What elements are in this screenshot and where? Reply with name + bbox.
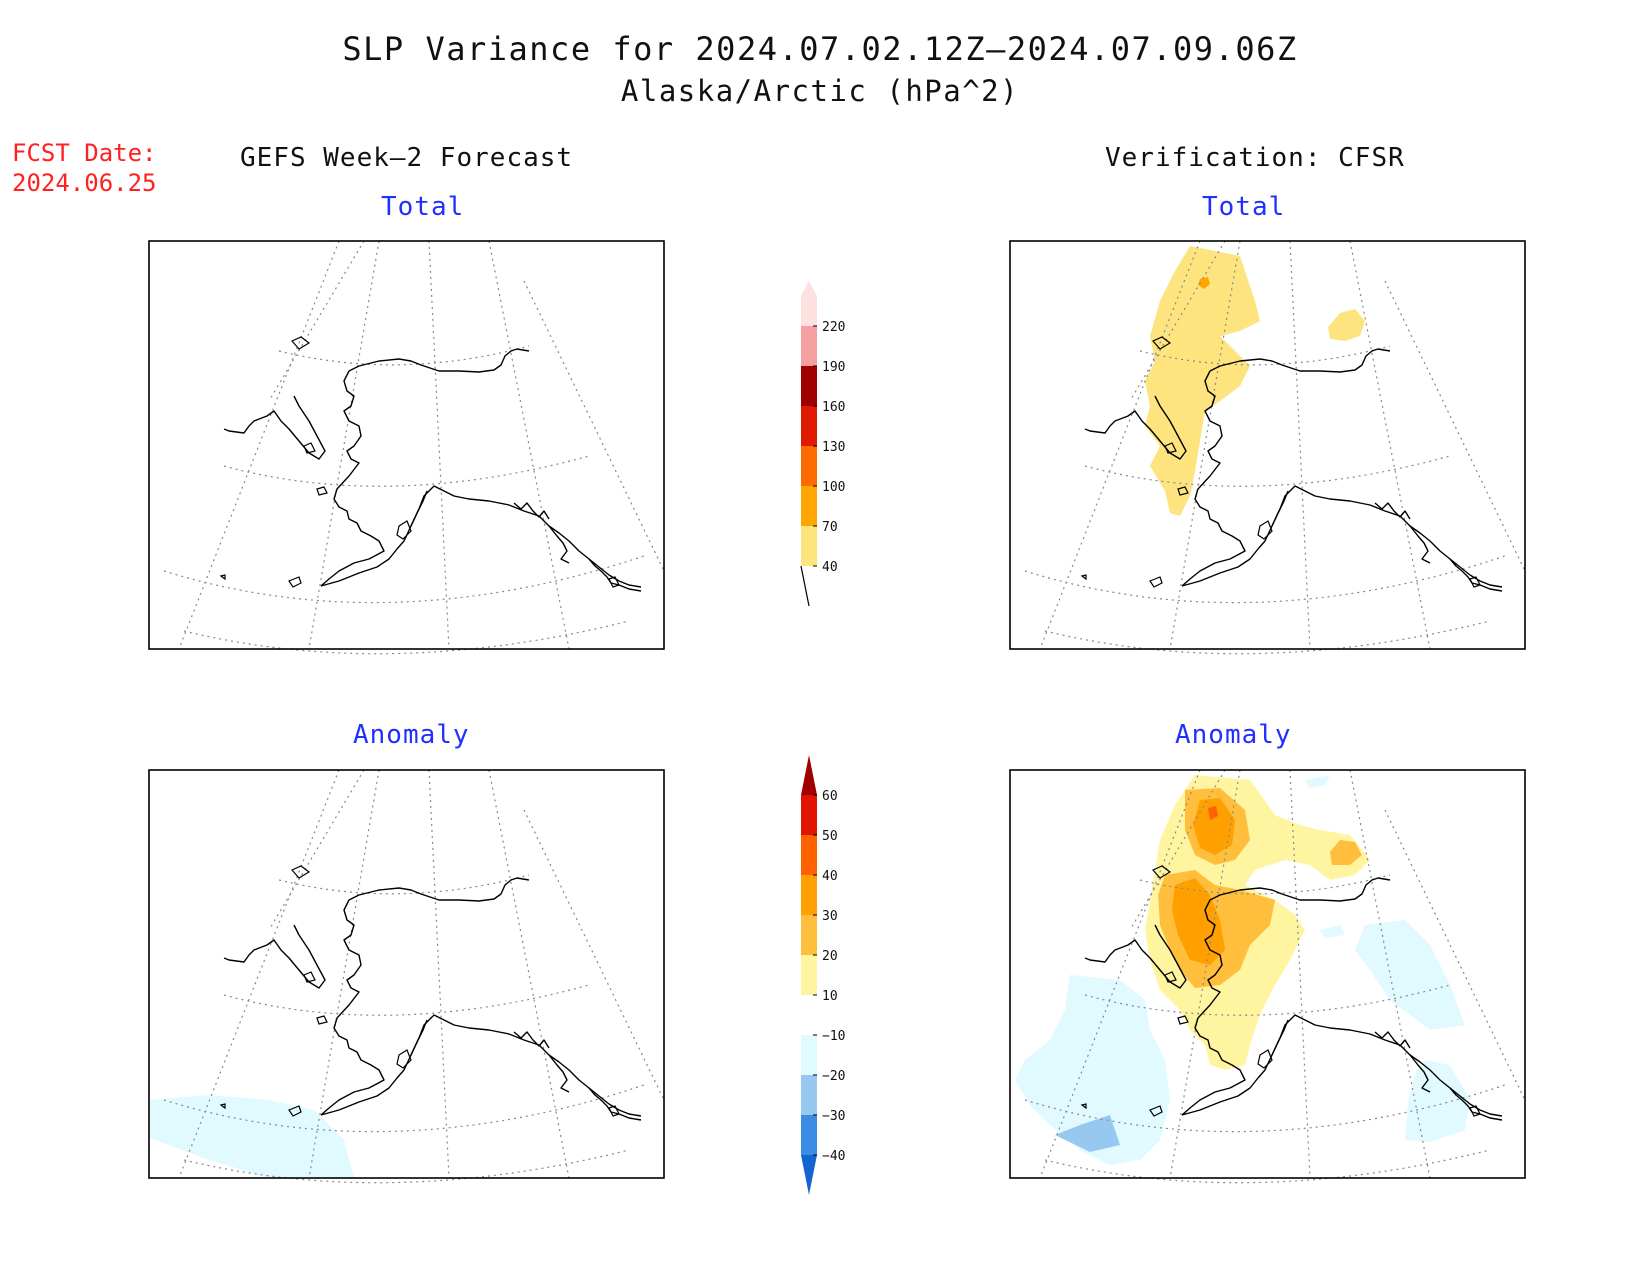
colorbar-anomaly-label: 20 xyxy=(822,949,838,964)
colorbar-anomaly-label: −10 xyxy=(822,1029,845,1044)
colorbar-total-swatch xyxy=(801,326,817,366)
figure-title: SLP Variance for 2024.07.02.12Z–2024.07.… xyxy=(330,30,1310,108)
colorbar-total-label: 160 xyxy=(822,400,845,415)
colorbar-total-label: 190 xyxy=(822,360,845,375)
title-line-2: Alaska/Arctic (hPa^2) xyxy=(620,74,1020,108)
colorbar-total-label: 70 xyxy=(822,520,838,535)
forecast-date: FCST Date: 2024.06.25 xyxy=(12,138,157,198)
map-panel-verification-total xyxy=(1009,240,1526,655)
colorbar-total-low-tail xyxy=(800,565,810,607)
colorbar-total-swatch xyxy=(801,486,817,526)
colorbar-total-swatch xyxy=(801,366,817,406)
colorbar-anomaly-swatch xyxy=(801,1115,817,1155)
left-column-heading: GEFS Week–2 Forecast xyxy=(240,143,574,173)
colorbar-anomaly-label: −30 xyxy=(822,1109,845,1124)
colorbar-total-label: 130 xyxy=(822,440,845,455)
map-panel-forecast-total xyxy=(148,240,665,655)
total-variance-contours xyxy=(1145,246,1365,516)
forecast-date-value: 2024.06.25 xyxy=(12,169,157,197)
colorbar-anomaly-swatch xyxy=(801,1155,817,1195)
colorbar-anomaly-swatch xyxy=(801,835,817,875)
colorbar-anomaly-swatch xyxy=(801,1075,817,1115)
colorbar-anomaly-swatch xyxy=(801,915,817,955)
anomaly-contour-negative xyxy=(149,1095,354,1178)
bottom-left-panel-subtitle: Anomaly xyxy=(353,720,470,750)
map-panel-verification-anomaly xyxy=(1009,769,1526,1184)
colorbar-anomaly-swatch xyxy=(801,955,817,995)
colorbar-anomaly-swatch xyxy=(801,795,817,835)
colorbar-anomaly-swatch xyxy=(801,995,817,1035)
colorbar-total-swatch xyxy=(801,526,817,566)
forecast-date-label: FCST Date: xyxy=(12,139,157,167)
colorbar-total-label: 220 xyxy=(822,320,845,335)
title-line-1: SLP Variance for 2024.07.02.12Z–2024.07.… xyxy=(342,30,1298,68)
colorbar-anomaly-swatch xyxy=(801,755,817,795)
right-column-heading: Verification: CFSR xyxy=(1105,143,1405,173)
colorbar-total-label: 40 xyxy=(822,560,838,575)
colorbar-anomaly-label: −40 xyxy=(822,1149,845,1164)
top-left-panel-subtitle: Total xyxy=(381,192,465,222)
colorbar-total-label: 100 xyxy=(822,480,845,495)
bottom-right-panel-subtitle: Anomaly xyxy=(1175,720,1292,750)
colorbar-anomaly: −40 −30 −20 −10 10 20 30 40 50 60 xyxy=(801,755,845,1195)
colorbar-total: 40 70 100 130 160 190 220 xyxy=(800,281,845,607)
colorbar-anomaly-label: 60 xyxy=(822,789,838,804)
colorbar-total-swatch xyxy=(801,406,817,446)
colorbar-anomaly-label: −20 xyxy=(822,1069,845,1084)
colorbar-anomaly-label: 10 xyxy=(822,989,838,1004)
colorbar-total-swatch xyxy=(801,281,817,326)
colorbar-anomaly-label: 50 xyxy=(822,829,838,844)
map-panel-forecast-anomaly xyxy=(148,769,665,1184)
colorbar-total-swatch xyxy=(801,446,817,486)
top-right-panel-subtitle: Total xyxy=(1202,192,1286,222)
colorbar-anomaly-label: 30 xyxy=(822,909,838,924)
colorbar-anomaly-swatch xyxy=(801,1035,817,1075)
colorbar-anomaly-swatch xyxy=(801,875,817,915)
colorbar-anomaly-label: 40 xyxy=(822,869,838,884)
